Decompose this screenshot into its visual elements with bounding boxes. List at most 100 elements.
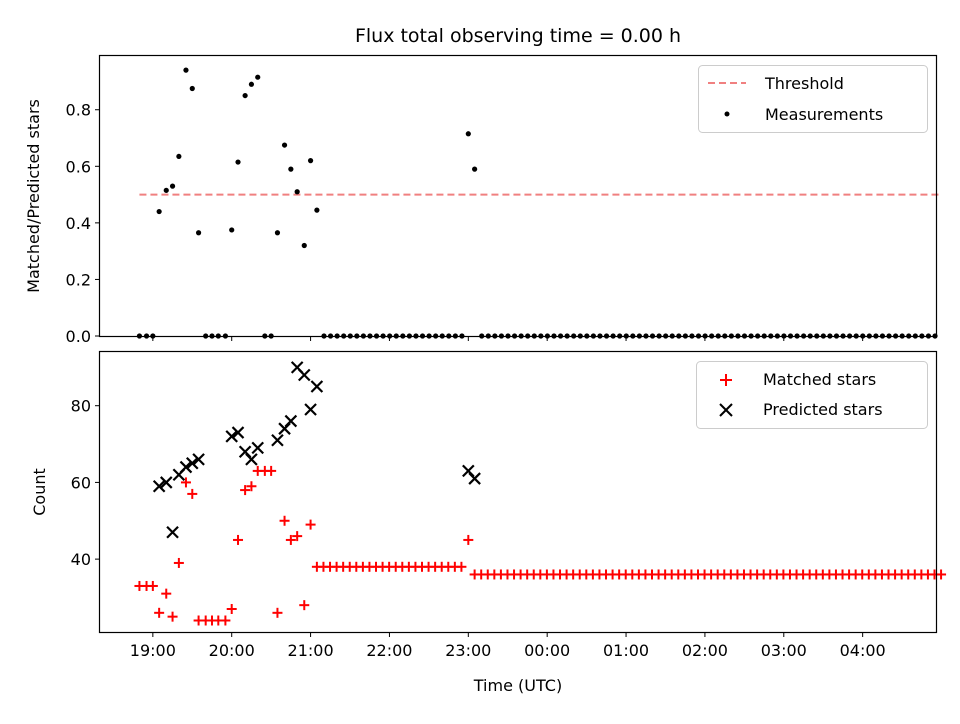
measurement-point — [242, 92, 248, 99]
predicted-mark-b — [225, 430, 238, 443]
matched-star-point — [936, 569, 947, 580]
predicted-mark-b — [462, 464, 475, 478]
matched-star-point — [240, 485, 251, 496]
top-legend-box — [698, 65, 928, 133]
predicted-mark-b — [251, 441, 265, 455]
x-tick-label: 01:00 — [603, 641, 649, 660]
matched-star-point — [173, 557, 184, 568]
predicted-mark-b — [304, 403, 317, 416]
measurement-point — [189, 85, 195, 92]
y-tick-label: 0.6 — [66, 157, 91, 176]
matched-star-point — [246, 481, 257, 492]
matched-star-point — [167, 611, 178, 622]
y-tick-label: 40 — [71, 550, 91, 569]
y-tick-label: 0.8 — [66, 101, 91, 120]
matched-star-point — [233, 534, 244, 545]
predicted-mark-b — [310, 380, 324, 393]
measurement-point — [274, 230, 281, 236]
predicted-star-point — [251, 441, 265, 455]
top-legend: Threshold Measurements — [698, 65, 928, 133]
matched-star-point — [272, 607, 283, 618]
measurement-point — [281, 142, 288, 148]
x-tick-label: 22:00 — [366, 641, 412, 660]
predicted-mark-b — [284, 414, 298, 428]
x-tick-label: 03:00 — [761, 641, 807, 660]
predicted-star-point — [468, 472, 481, 485]
x-tick-label: 19:00 — [130, 641, 176, 660]
predicted-mark-b — [245, 453, 258, 466]
matched-star-point — [147, 580, 158, 591]
predicted-star-point — [185, 456, 199, 470]
legend-matched-label: Matched stars — [763, 370, 876, 389]
predicted-star-point — [225, 430, 238, 443]
predicted-star-point — [179, 460, 193, 474]
chart-title: Flux total observing time = 0.00 h — [355, 25, 681, 47]
predicted-star-point — [192, 453, 205, 466]
predicted-mark-b — [290, 361, 304, 374]
y-tick-label: 60 — [71, 473, 91, 492]
x-tick-label: 04:00 — [840, 641, 886, 660]
predicted-star-point — [159, 476, 173, 489]
x-tick-label: 23:00 — [445, 641, 491, 660]
x-tick-label: 20:00 — [209, 641, 255, 660]
measurement-point — [248, 81, 255, 87]
matched-star-point — [305, 519, 316, 530]
top-axes: 0.0 0.2 0.4 0.6 0.8 — [66, 101, 864, 346]
predicted-star-point — [284, 414, 298, 428]
predicted-star-point — [304, 403, 317, 416]
matched-star-point — [161, 588, 172, 599]
measurement-point — [229, 227, 235, 233]
measurement-point — [183, 67, 189, 73]
matched-star-point — [292, 531, 303, 542]
measurement-point — [314, 207, 320, 213]
measurement-point — [472, 166, 478, 172]
matched-star-point — [285, 534, 296, 545]
predicted-mark-b — [179, 460, 193, 474]
measurement-point — [176, 153, 182, 160]
matched-star-point — [220, 615, 231, 626]
bottom-legend-box — [696, 361, 928, 429]
bottom-xlabel: Time (UTC) — [473, 676, 562, 695]
legend-threshold-label: Threshold — [764, 74, 844, 93]
predicted-star-point — [245, 453, 258, 466]
matched-star-point — [456, 561, 467, 572]
measurement-point — [163, 187, 169, 193]
measurement-point — [255, 74, 261, 80]
predicted-mark-b — [468, 472, 481, 485]
measurement-point — [288, 166, 294, 172]
matched-star-point — [299, 600, 310, 611]
predicted-star-point — [231, 426, 245, 439]
predicted-mark-b — [152, 479, 166, 493]
matched-star-point — [180, 477, 191, 488]
legend-predicted-swatch — [719, 403, 733, 417]
predicted-mark-b — [238, 445, 252, 459]
matched-star-point — [279, 515, 290, 526]
y-tick-label: 0.4 — [66, 214, 91, 233]
measurement-point — [294, 189, 300, 195]
matched-star-point — [463, 534, 474, 545]
x-tick-label: 00:00 — [524, 641, 570, 660]
measurement-point — [307, 158, 314, 164]
top-plot-frame — [98, 54, 938, 338]
predicted-mark-b — [159, 476, 173, 489]
predicted-mark-b — [297, 368, 311, 382]
predicted-mark-b — [166, 525, 179, 539]
legend-matched-swatch — [720, 374, 732, 386]
predicted-star-point — [297, 368, 311, 382]
predicted-mark-b — [192, 453, 205, 466]
measurement-point — [465, 131, 471, 137]
legend-measurements-swatch — [724, 111, 730, 117]
predicted-star-point — [166, 525, 179, 539]
predicted-star-point — [152, 479, 166, 493]
bottom-plot-frame — [98, 350, 938, 634]
y-tick-label: 0.0 — [66, 327, 91, 346]
predicted-star-point — [310, 380, 324, 393]
bottom-ylabel: Count — [30, 468, 49, 516]
predicted-mark-b — [185, 456, 199, 470]
bottom-marks — [134, 361, 947, 626]
x-tick-label: 02:00 — [682, 641, 728, 660]
measurement-point — [156, 208, 162, 215]
legend-predicted-label: Predicted stars — [763, 400, 883, 419]
bottom-legend: Matched stars Predicted stars — [696, 361, 928, 429]
matched-star-point — [187, 488, 198, 499]
